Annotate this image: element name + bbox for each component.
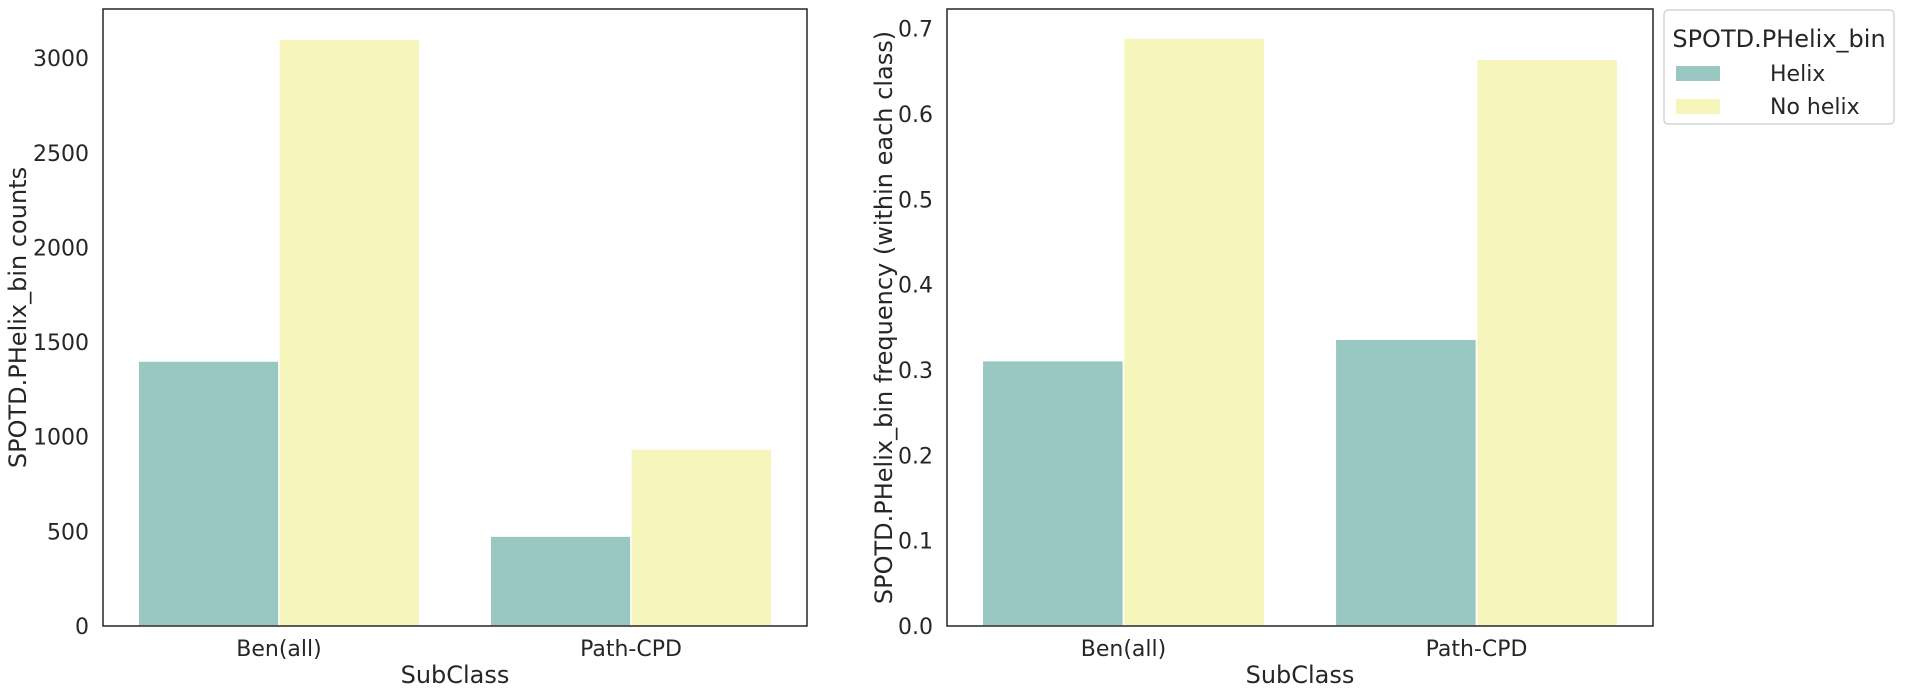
y-tick-label: 0.6 bbox=[898, 103, 933, 128]
y-tick-label: 1000 bbox=[33, 426, 89, 451]
y-axis-label: SPOTD.PHelix_bin frequency (within each … bbox=[870, 31, 898, 604]
legend: SPOTD.PHelix_bin Helix No helix bbox=[1663, 9, 1895, 125]
x-axis-label: SubClass bbox=[401, 661, 510, 689]
y-tick-label: 0.2 bbox=[898, 444, 933, 469]
bar-helix-ben-all- bbox=[981, 359, 1125, 627]
bar-no-helix-path-cpd bbox=[1475, 58, 1619, 627]
legend-entry: No helix bbox=[1770, 95, 1860, 120]
bar-no-helix-ben-all- bbox=[278, 38, 421, 627]
x-tick-label: Path-CPD bbox=[1426, 637, 1528, 662]
bar-no-helix-path-cpd bbox=[630, 448, 773, 627]
y-tick-label: 1500 bbox=[33, 331, 89, 356]
y-tick-label: 0.1 bbox=[898, 530, 933, 555]
chart-panel-1: 0 500 1000 1500 2000 2500 3000 Ben(all) Path-CPD… bbox=[4, 8, 808, 689]
legend-title: SPOTD.PHelix_bin bbox=[1672, 25, 1885, 53]
y-tick-label: 500 bbox=[47, 520, 89, 545]
y-tick-label: 0.3 bbox=[898, 359, 933, 384]
y-tick-label: 0.0 bbox=[898, 615, 933, 640]
x-tick-label: Path-CPD bbox=[580, 637, 682, 662]
axes-frame bbox=[102, 8, 808, 627]
legend-frame bbox=[1663, 9, 1895, 125]
legend-swatch bbox=[1676, 99, 1720, 114]
legend-swatch bbox=[1676, 66, 1720, 81]
bar-helix-ben-all- bbox=[137, 360, 280, 627]
y-tick-label: 2500 bbox=[33, 142, 89, 167]
bar-helix-path-cpd bbox=[1334, 338, 1478, 627]
axes-frame bbox=[946, 8, 1654, 627]
y-tick-label: 3000 bbox=[33, 47, 89, 72]
y-tick-label: 0.5 bbox=[898, 188, 933, 213]
y-axis-label: SPOTD.PHelix_bin counts bbox=[4, 167, 32, 468]
y-tick-label: 2000 bbox=[33, 236, 89, 261]
x-tick-label: Ben(all) bbox=[1081, 637, 1166, 662]
legend-entry: Helix bbox=[1770, 62, 1825, 87]
bar-no-helix-ben-all- bbox=[1122, 37, 1266, 627]
y-tick-label: 0.7 bbox=[898, 18, 933, 43]
y-tick-label: 0.4 bbox=[898, 274, 933, 299]
x-tick-label: Ben(all) bbox=[236, 637, 321, 662]
bar-helix-path-cpd bbox=[489, 535, 632, 627]
chart-panel-2: 0.0 0.1 0.2 0.3 0.4 0.5 0.6 0.7 Ben(all) Path-CPD… bbox=[870, 8, 1654, 689]
x-axis-label: SubClass bbox=[1246, 661, 1355, 689]
y-tick-label: 0 bbox=[75, 615, 89, 640]
